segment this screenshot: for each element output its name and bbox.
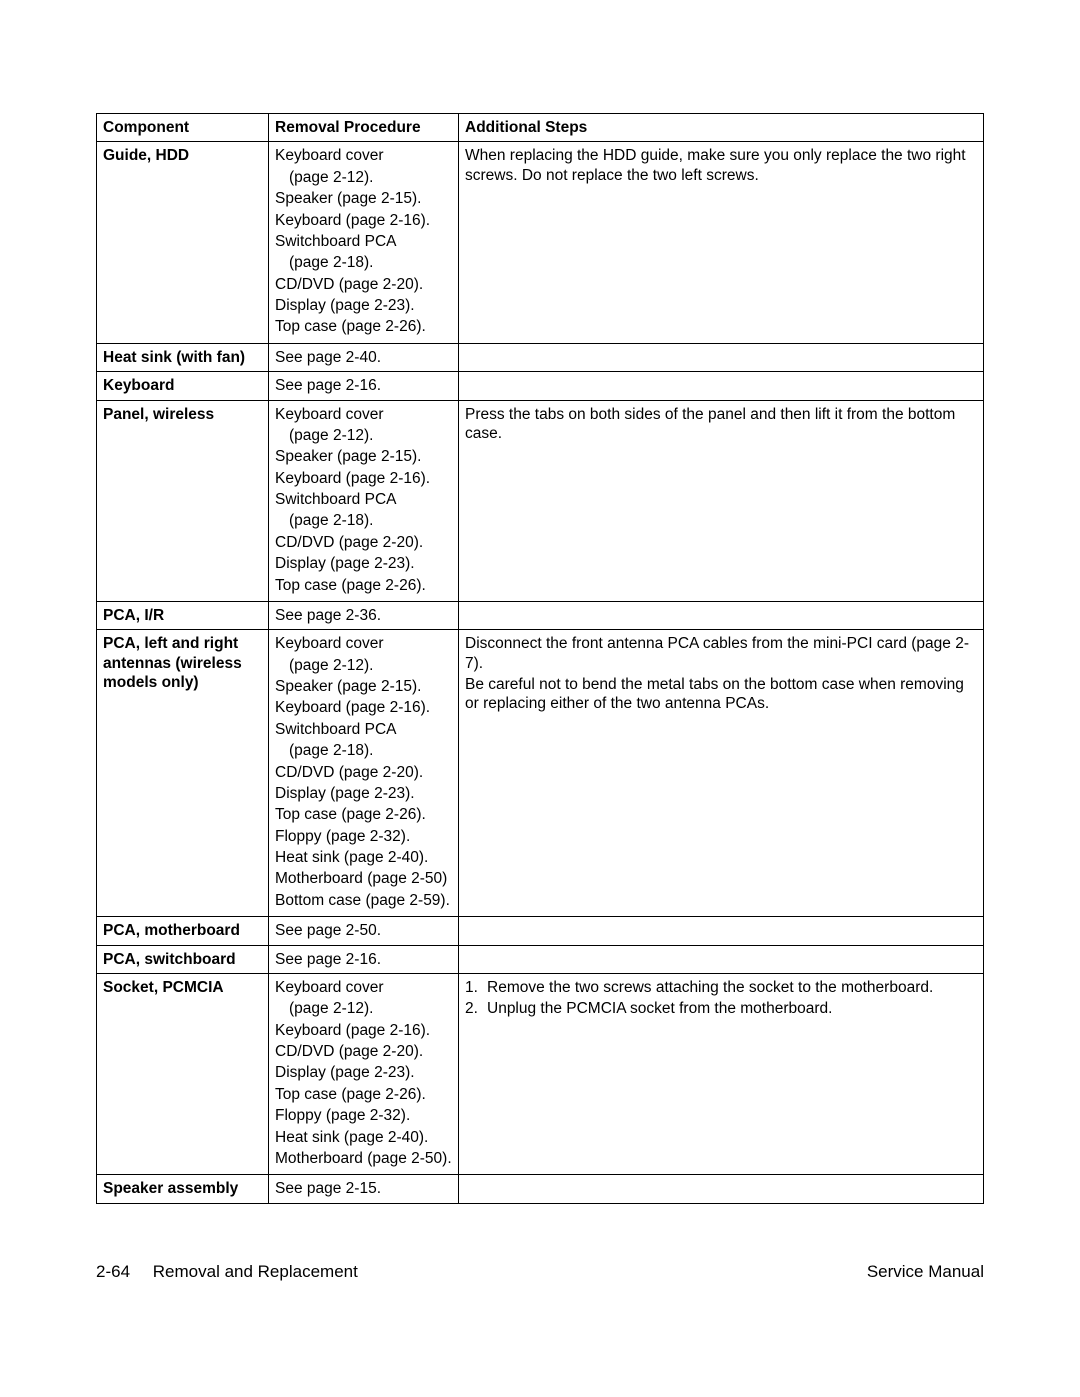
steps-cell — [459, 372, 984, 400]
procedure-item: Display (page 2-23). — [275, 784, 452, 803]
table-row: KeyboardSee page 2-16. — [97, 372, 984, 400]
footer-right: Service Manual — [867, 1262, 984, 1282]
step-text: Unplug the PCMCIA socket from the mother… — [487, 999, 977, 1018]
component-cell: Heat sink (with fan) — [97, 343, 269, 371]
procedure-item: Keyboard cover — [275, 978, 452, 997]
procedure-item: Switchboard PCA — [275, 490, 452, 509]
procedure-item: Keyboard cover — [275, 634, 452, 653]
header-procedure: Removal Procedure — [269, 114, 459, 142]
removal-table: Component Removal Procedure Additional S… — [96, 113, 984, 1204]
procedure-item: Bottom case (page 2-59). — [275, 891, 452, 910]
procedure-item: Switchboard PCA — [275, 232, 452, 251]
procedure-item-sub: (page 2-12). — [275, 426, 452, 445]
header-steps: Additional Steps — [459, 114, 984, 142]
footer-page-number: 2-64 — [96, 1262, 130, 1281]
procedure-item-sub: (page 2-18). — [275, 741, 452, 760]
procedure-item: Switchboard PCA — [275, 720, 452, 739]
procedure-item: Keyboard (page 2-16). — [275, 469, 452, 488]
procedure-item: Floppy (page 2-32). — [275, 827, 452, 846]
step-number: 1. — [465, 978, 487, 997]
component-cell: PCA, switchboard — [97, 945, 269, 973]
header-component: Component — [97, 114, 269, 142]
procedure-item: Heat sink (page 2-40). — [275, 848, 452, 867]
table-row: Guide, HDD Keyboard cover (page 2-12). Spea… — [97, 142, 984, 343]
procedure-item-sub: (page 2-18). — [275, 511, 452, 530]
page-content: Component Removal Procedure Additional S… — [96, 113, 984, 1204]
procedure-item: CD/DVD (page 2-20). — [275, 1042, 452, 1061]
procedure-item: Floppy (page 2-32). — [275, 1106, 452, 1125]
table-row: PCA, I/RSee page 2-36. — [97, 601, 984, 629]
table-row: Speaker assemblySee page 2-15. — [97, 1175, 984, 1203]
component-cell: Socket, PCMCIA — [97, 973, 269, 1174]
procedure-cell: Keyboard cover (page 2-12). Speaker (page … — [269, 142, 459, 343]
steps-cell — [459, 343, 984, 371]
procedure-item: Display (page 2-23). — [275, 296, 452, 315]
component-cell: PCA, motherboard — [97, 917, 269, 945]
component-cell: Speaker assembly — [97, 1175, 269, 1203]
step-number: 2. — [465, 999, 487, 1018]
step-item: 2.Unplug the PCMCIA socket from the moth… — [465, 999, 977, 1018]
footer-section: Removal and Replacement — [153, 1262, 358, 1281]
procedure-item: Top case (page 2-26). — [275, 317, 452, 336]
procedure-cell: Keyboard cover (page 2-12). Keyboard (page… — [269, 973, 459, 1174]
procedure-item: Heat sink (page 2-40). — [275, 1128, 452, 1147]
step-item: 1.Remove the two screws attaching the so… — [465, 978, 977, 997]
procedure-item: Speaker (page 2-15). — [275, 677, 452, 696]
procedure-item: Top case (page 2-26). — [275, 576, 452, 595]
procedure-item-sub: (page 2-12). — [275, 168, 452, 187]
procedure-item-sub: (page 2-18). — [275, 253, 452, 272]
procedure-item: Speaker (page 2-15). — [275, 189, 452, 208]
page-footer: 2-64 Removal and Replacement Service Man… — [96, 1262, 984, 1282]
procedure-cell: See page 2-50. — [269, 917, 459, 945]
procedure-cell: See page 2-16. — [269, 372, 459, 400]
table-row: Panel, wireless Keyboard cover (page 2-12)… — [97, 400, 984, 601]
table-row: PCA, motherboardSee page 2-50. — [97, 917, 984, 945]
procedure-cell: See page 2-36. — [269, 601, 459, 629]
procedure-item: CD/DVD (page 2-20). — [275, 275, 452, 294]
procedure-item: Keyboard (page 2-16). — [275, 1021, 452, 1040]
table-row: Socket, PCMCIA Keyboard cover (page 2-12).… — [97, 973, 984, 1174]
footer-left: 2-64 Removal and Replacement — [96, 1262, 358, 1282]
step-text: Remove the two screws attaching the sock… — [487, 978, 977, 997]
procedure-item: CD/DVD (page 2-20). — [275, 763, 452, 782]
procedure-cell: See page 2-15. — [269, 1175, 459, 1203]
steps-cell — [459, 945, 984, 973]
step-paragraph: Disconnect the front antenna PCA cables … — [465, 634, 977, 673]
steps-cell — [459, 917, 984, 945]
table-row: PCA, left and right antennas (wireless m… — [97, 630, 984, 917]
procedure-item: Top case (page 2-26). — [275, 805, 452, 824]
steps-cell: 1.Remove the two screws attaching the so… — [459, 973, 984, 1174]
procedure-item: Display (page 2-23). — [275, 1063, 452, 1082]
steps-cell: Disconnect the front antenna PCA cables … — [459, 630, 984, 917]
procedure-item: Keyboard cover — [275, 405, 452, 424]
procedure-item: Motherboard (page 2-50). — [275, 1149, 452, 1168]
procedure-item: Keyboard (page 2-16). — [275, 698, 452, 717]
procedure-cell: See page 2-16. — [269, 945, 459, 973]
procedure-item: Keyboard (page 2-16). — [275, 211, 452, 230]
steps-cell: When replacing the HDD guide, make sure … — [459, 142, 984, 343]
procedure-item: Motherboard (page 2-50) — [275, 869, 452, 888]
table-row: PCA, switchboardSee page 2-16. — [97, 945, 984, 973]
procedure-item: Keyboard cover — [275, 146, 452, 165]
component-cell: Keyboard — [97, 372, 269, 400]
component-cell: PCA, I/R — [97, 601, 269, 629]
procedure-item-sub: (page 2-12). — [275, 999, 452, 1018]
procedure-cell: See page 2-40. — [269, 343, 459, 371]
step-paragraph: Be careful not to bend the metal tabs on… — [465, 675, 977, 714]
steps-cell: Press the tabs on both sides of the pane… — [459, 400, 984, 601]
component-cell: PCA, left and right antennas (wireless m… — [97, 630, 269, 917]
procedure-cell: Keyboard cover (page 2-12). Speaker (page … — [269, 400, 459, 601]
component-cell: Panel, wireless — [97, 400, 269, 601]
procedure-item: CD/DVD (page 2-20). — [275, 533, 452, 552]
table-row: Heat sink (with fan)See page 2-40. — [97, 343, 984, 371]
procedure-item-sub: (page 2-12). — [275, 656, 452, 675]
steps-cell — [459, 1175, 984, 1203]
component-cell: Guide, HDD — [97, 142, 269, 343]
table-header-row: Component Removal Procedure Additional S… — [97, 114, 984, 142]
procedure-cell: Keyboard cover (page 2-12). Speaker (page … — [269, 630, 459, 917]
procedure-item: Display (page 2-23). — [275, 554, 452, 573]
procedure-item: Top case (page 2-26). — [275, 1085, 452, 1104]
steps-cell — [459, 601, 984, 629]
procedure-item: Speaker (page 2-15). — [275, 447, 452, 466]
